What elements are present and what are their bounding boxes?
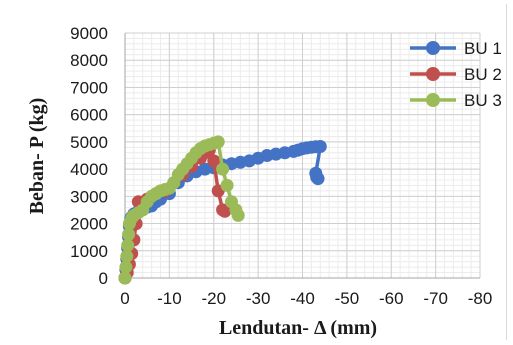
y-tick-label: 1000 bbox=[70, 242, 108, 261]
data-point bbox=[313, 140, 327, 153]
y-axis-title: Beban- P (kg) bbox=[26, 98, 48, 215]
data-point bbox=[231, 208, 245, 222]
y-tick-label: 0 bbox=[99, 269, 108, 288]
y-tick-label: 7000 bbox=[70, 78, 108, 97]
legend-marker bbox=[426, 67, 440, 81]
x-tick-label: -20 bbox=[201, 289, 226, 308]
legend-marker bbox=[426, 93, 440, 107]
x-tick-label: -80 bbox=[468, 289, 493, 308]
data-point bbox=[120, 249, 134, 263]
x-axis-title: Lendutan- Δ (mm) bbox=[219, 317, 377, 339]
y-tick-label: 2000 bbox=[70, 215, 108, 234]
x-tick-label: -30 bbox=[246, 289, 271, 308]
data-point bbox=[122, 227, 136, 241]
y-tick-label: 5000 bbox=[70, 133, 108, 152]
data-point bbox=[207, 154, 221, 168]
y-tick-label: 6000 bbox=[70, 106, 108, 125]
x-tick-label: -70 bbox=[423, 289, 448, 308]
data-point bbox=[118, 271, 132, 285]
chart-border bbox=[506, 4, 507, 340]
data-point bbox=[311, 172, 325, 186]
y-tick-label: 4000 bbox=[70, 160, 108, 179]
data-point bbox=[216, 162, 230, 176]
x-tick-label: -50 bbox=[335, 289, 360, 308]
series-bu-3 bbox=[118, 135, 245, 285]
legend-item: BU 3 bbox=[410, 91, 502, 110]
legend-label: BU 3 bbox=[464, 91, 502, 110]
x-tick-label: -40 bbox=[290, 289, 315, 308]
y-tick-label: 9000 bbox=[70, 24, 108, 43]
legend-label: BU 1 bbox=[464, 39, 502, 58]
data-point bbox=[211, 135, 225, 149]
y-tick-label: 3000 bbox=[70, 187, 108, 206]
data-point bbox=[119, 260, 133, 274]
x-tick-label: 0 bbox=[120, 289, 129, 308]
legend-label: BU 2 bbox=[464, 65, 502, 84]
y-tick-label: 8000 bbox=[70, 51, 108, 70]
legend-marker bbox=[426, 41, 440, 55]
data-point bbox=[218, 204, 232, 218]
x-tick-label: -10 bbox=[157, 289, 182, 308]
data-point bbox=[121, 238, 135, 252]
series-layer bbox=[118, 135, 327, 285]
data-point bbox=[220, 178, 234, 192]
tick-labels: 0 -10 -20 -30 -40 -50 -60 -70 -80 0 1000 2000 3000 40… bbox=[70, 24, 492, 308]
legend-item: BU 2 bbox=[410, 65, 502, 84]
legend: BU 1 BU 2 BU 3 bbox=[410, 39, 502, 110]
legend-item: BU 1 bbox=[410, 39, 502, 58]
x-tick-label: -60 bbox=[379, 289, 404, 308]
